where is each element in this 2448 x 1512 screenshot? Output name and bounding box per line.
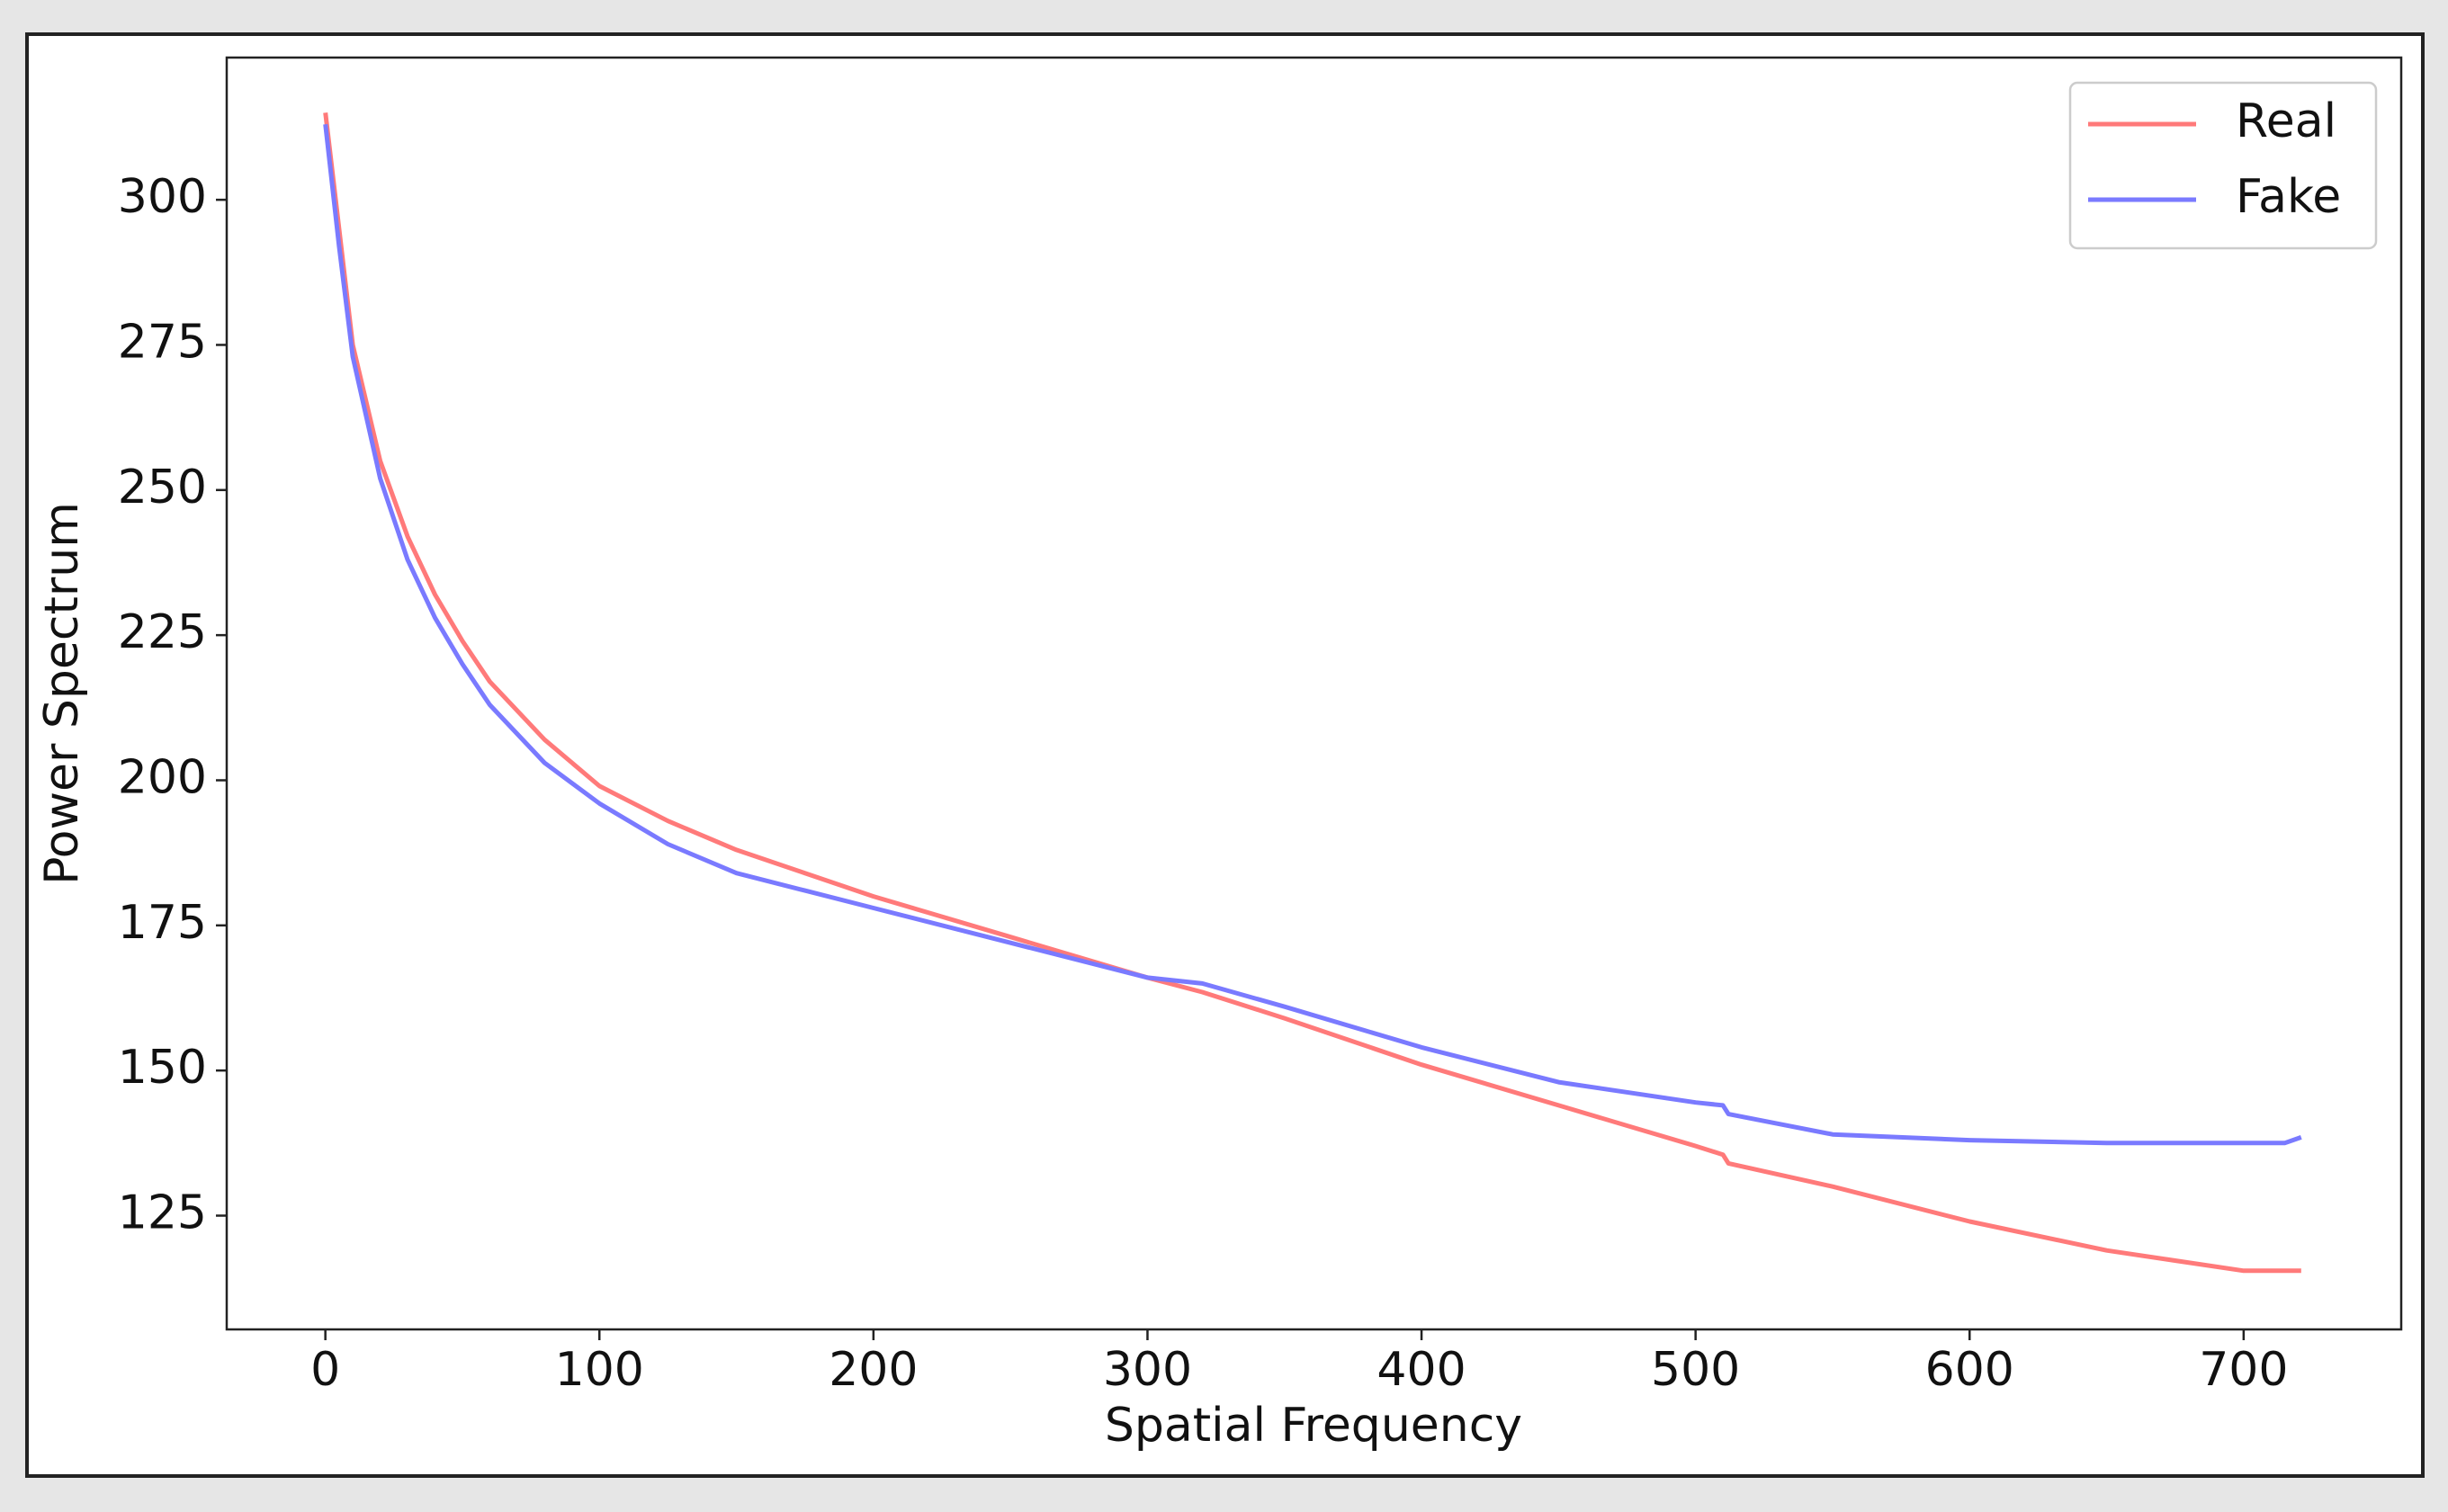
x-tick-label: 500	[1651, 1343, 1740, 1397]
x-tick-label: 600	[1925, 1343, 2014, 1397]
y-axis-label: Power Spectrum	[35, 502, 89, 885]
x-tick-label: 400	[1376, 1343, 1466, 1397]
y-tick-label: 250	[118, 461, 207, 514]
x-tick-label: 0	[310, 1343, 340, 1397]
x-tick-label: 300	[1103, 1343, 1192, 1397]
legend-label: Real	[2236, 94, 2336, 148]
x-tick-label: 100	[555, 1343, 644, 1397]
y-tick-label: 275	[118, 315, 207, 369]
y-tick-label: 225	[118, 605, 207, 659]
x-axis-label: Spatial Frequency	[1105, 1399, 1522, 1453]
y-tick-label: 200	[118, 750, 207, 804]
legend-label: Fake	[2236, 170, 2341, 224]
x-tick-label: 700	[2199, 1343, 2288, 1397]
x-tick-label: 200	[829, 1343, 918, 1397]
y-tick-label: 125	[118, 1186, 207, 1240]
plot-frame	[225, 56, 2403, 1331]
y-tick-label: 300	[118, 170, 207, 224]
data-line	[323, 123, 2302, 1146]
y-tick-label: 175	[118, 896, 207, 950]
data-line	[323, 112, 2301, 1274]
y-tick-label: 150	[118, 1041, 207, 1095]
